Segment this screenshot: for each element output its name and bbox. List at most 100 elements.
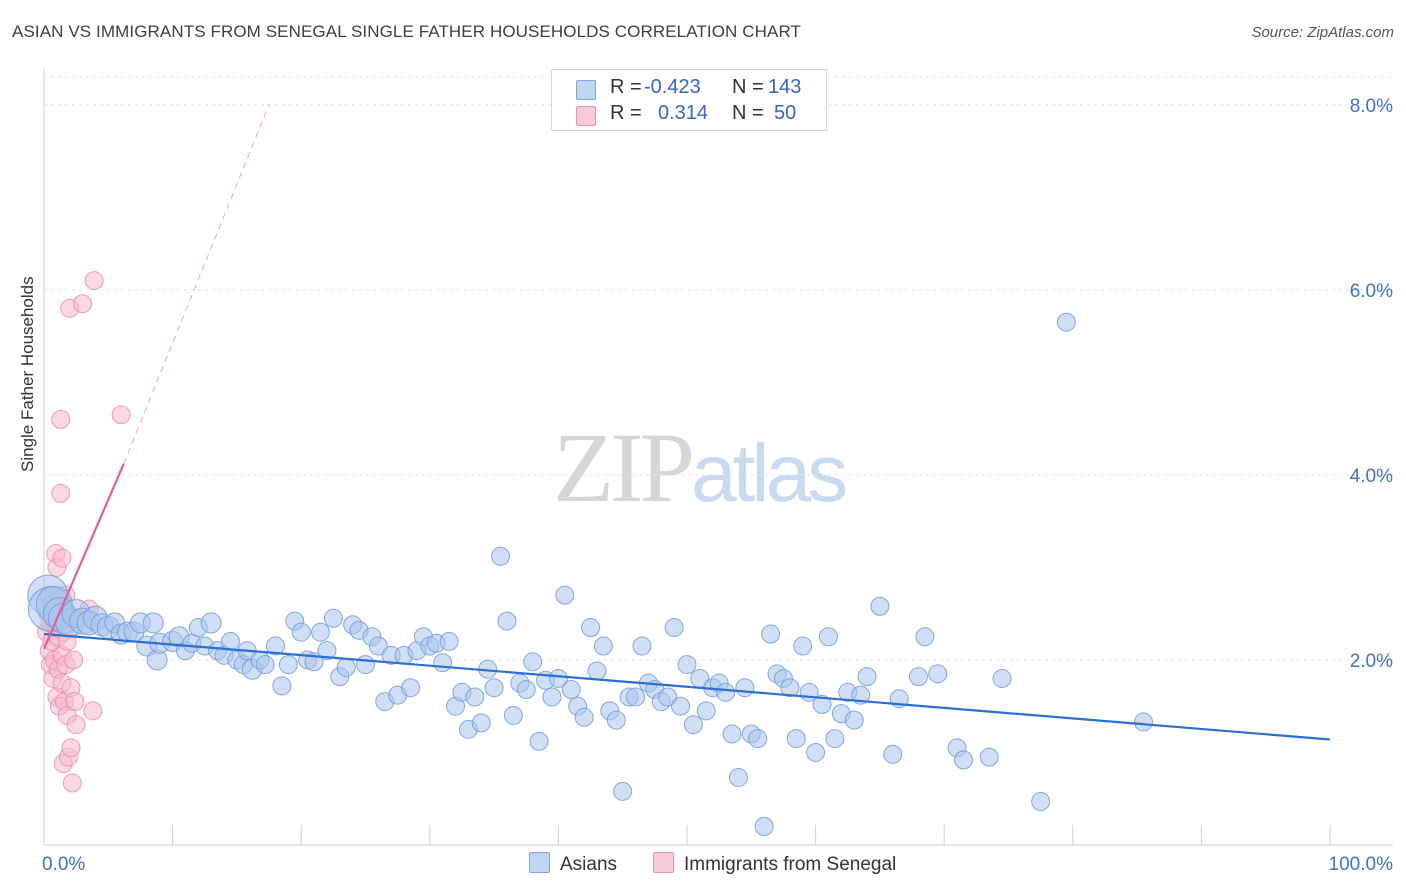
- asian-point: [323, 608, 343, 628]
- asian-point: [265, 636, 285, 656]
- asian-point: [716, 682, 736, 702]
- asian-point: [677, 655, 697, 675]
- asian-point: [786, 729, 806, 749]
- asian-point: [497, 611, 517, 631]
- legend-swatch-senegal: [576, 106, 596, 126]
- senegal-points: [37, 271, 131, 793]
- asian-point: [658, 687, 678, 707]
- legend-n-value: 50: [774, 102, 797, 124]
- x-tick-label-min: 0.0%: [42, 854, 85, 875]
- asian-point: [574, 707, 594, 727]
- legend-swatch-asians: [576, 80, 596, 100]
- legend-r-label: R =: [610, 76, 642, 98]
- asian-point: [754, 816, 774, 836]
- asian-point: [606, 710, 626, 730]
- bottom-legend-swatch-senegal: [653, 852, 674, 873]
- asian-point: [883, 744, 903, 764]
- asian-point: [336, 657, 356, 677]
- asian-point: [587, 661, 607, 681]
- asian-point: [671, 696, 691, 716]
- senegal-point: [111, 405, 131, 425]
- senegal-point: [83, 701, 103, 721]
- asian-point: [484, 678, 504, 698]
- senegal-point: [73, 294, 93, 314]
- asian-point: [728, 767, 748, 787]
- senegal-point: [51, 409, 71, 429]
- chart-title: ASIAN VS IMMIGRANTS FROM SENEGAL SINGLE …: [12, 22, 801, 41]
- senegal-point: [84, 271, 104, 291]
- y-tick-label: 2.0%: [1350, 651, 1393, 672]
- asian-point: [503, 705, 523, 725]
- asian-point: [142, 612, 164, 634]
- legend-r-value: -0.423: [644, 76, 701, 98]
- asian-point: [542, 687, 562, 707]
- legend-n-value: 143: [768, 76, 802, 98]
- tick-labels: 2.0% 4.0% 6.0% 8.0% 0.0% 100.0%: [42, 96, 1393, 875]
- asian-point: [722, 724, 742, 744]
- senegal-point: [61, 738, 81, 758]
- asian-point: [992, 668, 1012, 688]
- asian-point: [761, 624, 781, 644]
- senegal-point: [51, 483, 71, 503]
- asian-point: [255, 655, 275, 675]
- asian-point: [439, 631, 459, 651]
- bottom-legend-senegal: Immigrants from Senegal: [653, 852, 896, 876]
- asian-point: [581, 618, 601, 638]
- asian-point: [626, 687, 646, 707]
- bottom-legend-label-senegal: Immigrants from Senegal: [684, 854, 897, 875]
- asian-point: [928, 664, 948, 684]
- asian-point: [516, 680, 536, 700]
- asian-point: [1056, 312, 1076, 332]
- y-tick-label: 8.0%: [1350, 96, 1393, 117]
- asian-point: [278, 655, 298, 675]
- bottom-legend-label-asians: Asians: [560, 854, 618, 875]
- senegal-point: [65, 692, 85, 712]
- asian-point: [548, 668, 568, 688]
- asian-point: [748, 729, 768, 749]
- asian-point: [310, 622, 330, 642]
- asian-point: [1031, 792, 1051, 812]
- legend-n-label: N =: [732, 102, 764, 124]
- asian-point: [780, 678, 800, 698]
- bottom-legend-asians: Asians: [529, 852, 617, 876]
- asian-point: [529, 731, 549, 751]
- asian-point: [433, 653, 453, 673]
- legend-r-label: R =: [610, 102, 642, 124]
- asian-point: [857, 667, 877, 687]
- correlation-legend: R = -0.423 N = 143 R = 0.314 N = 50: [551, 69, 827, 131]
- asian-point: [825, 729, 845, 749]
- asian-point: [793, 636, 813, 656]
- senegal-point: [66, 715, 86, 735]
- senegal-trend-extension: [123, 104, 270, 464]
- y-tick-label: 4.0%: [1350, 466, 1393, 487]
- asian-point: [356, 655, 375, 675]
- asian-trend-line: [43, 632, 1331, 741]
- gridlines: [44, 76, 1393, 661]
- asian-point: [870, 596, 890, 616]
- asian-point: [812, 694, 832, 714]
- x-tick-label-max: 100.0%: [1329, 854, 1394, 875]
- asian-point: [1134, 712, 1154, 732]
- asian-point: [696, 701, 716, 721]
- asian-point: [291, 622, 311, 642]
- asian-point: [735, 678, 755, 698]
- legend-r-value: 0.314: [658, 102, 709, 124]
- asian-point: [317, 641, 337, 661]
- asian-point: [915, 627, 935, 647]
- asian-point: [664, 618, 684, 638]
- asian-point: [953, 750, 973, 770]
- asian-point: [844, 710, 864, 730]
- asian-point: [593, 636, 613, 656]
- senegal-point: [64, 650, 84, 670]
- senegal-point: [52, 548, 72, 568]
- senegal-trend-line: [42, 463, 125, 650]
- asian-point: [491, 546, 511, 566]
- asian-point: [220, 631, 240, 651]
- asian-point: [368, 636, 388, 656]
- senegal-point: [62, 773, 82, 793]
- asian-point: [632, 636, 652, 656]
- trend-lines: [42, 104, 1331, 741]
- asian-point: [401, 678, 421, 698]
- asian-point: [613, 781, 633, 801]
